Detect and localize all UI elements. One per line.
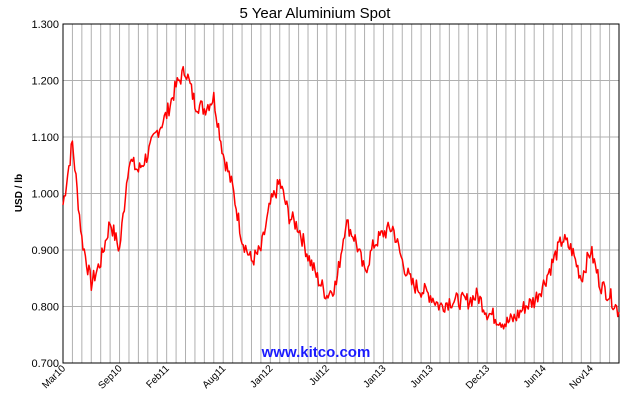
- y-axis-label: USD / lb: [14, 174, 25, 212]
- x-tick-label: Jun14: [522, 363, 549, 390]
- y-tick-label: 1.300: [31, 19, 59, 31]
- x-tick-label: Jan12: [248, 363, 275, 390]
- x-tick-label: Jul12: [307, 363, 332, 388]
- x-tick-label: Jun13: [409, 363, 436, 390]
- watermark-text: www.kitco.com: [261, 344, 371, 361]
- y-tick-label: 0.800: [31, 302, 59, 314]
- series-line-aluminium: [62, 65, 620, 330]
- x-tick-label: Sep10: [96, 363, 125, 392]
- y-tick-label: 1.100: [31, 132, 59, 144]
- x-tick-label: Nov14: [568, 363, 597, 392]
- grid: [62, 23, 620, 364]
- x-tick-label: Feb11: [144, 363, 172, 391]
- plot-frame: [62, 23, 620, 364]
- y-tick-label: 1.200: [31, 76, 59, 88]
- x-tick-label: Jan13: [361, 363, 388, 390]
- y-axis: 0.700 0.800 0.900 1.000 1.100 1.200 1.300: [31, 19, 59, 370]
- chart-title: 5 Year Aluminium Spot: [240, 5, 392, 22]
- y-tick-label: 0.700: [31, 358, 59, 370]
- x-axis: Mar10 Sep10 Feb11 Aug11 Jan12 Jul12 Jan13 Jun13…: [40, 363, 596, 392]
- x-tick-label: Dec13: [464, 363, 493, 392]
- x-tick-label: Aug11: [201, 363, 229, 391]
- y-tick-label: 1.000: [31, 189, 59, 201]
- y-tick-label: 0.900: [31, 245, 59, 257]
